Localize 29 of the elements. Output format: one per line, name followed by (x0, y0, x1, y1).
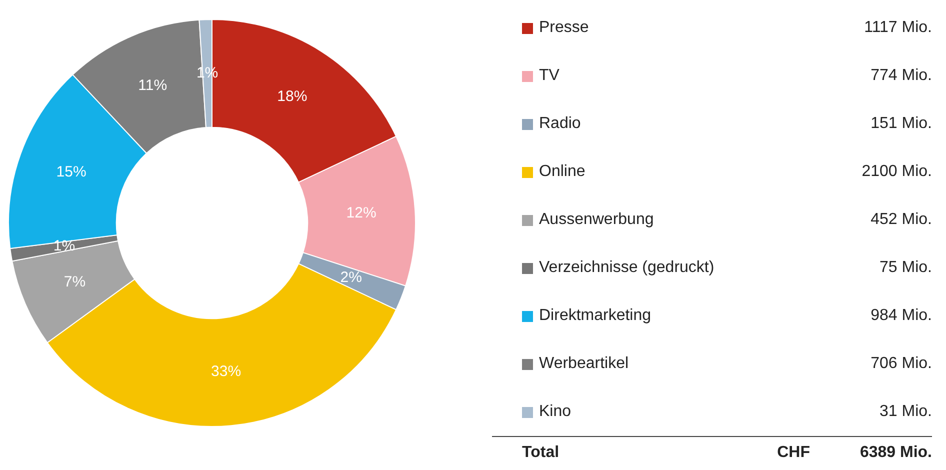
text: 1117 Mio. (864, 19, 932, 36)
data-label: 7% (64, 274, 86, 291)
data-label: 33% (211, 363, 242, 380)
text: 452 Mio. (870, 211, 932, 228)
text: 6389 Mio. (860, 444, 932, 462)
legend-label: Werbeartikel (539, 355, 630, 373)
data-label: 18% (277, 88, 308, 105)
data-label: 15% (56, 163, 86, 180)
legend-label: Verzeichnisse (gedruckt) (539, 259, 716, 277)
text: 984 Mio. (870, 307, 932, 324)
text: 2100 Mio. (862, 163, 932, 180)
legend-label: TV (539, 67, 560, 85)
legend-label: Aussenwerbung (539, 211, 655, 229)
legend-label: Online (539, 163, 586, 181)
legend-label: Direktmarketing (539, 307, 652, 325)
text: 75 Mio. (880, 259, 932, 276)
legend-label: Radio (539, 115, 582, 133)
data-label: 11% (138, 76, 168, 94)
text: 774 Mio. (870, 67, 932, 84)
text: Total (522, 444, 560, 462)
legend-label: Kino (539, 403, 572, 421)
data-label: 2% (340, 269, 362, 286)
text: 31 Mio. (880, 403, 932, 420)
text: 706 Mio. (870, 355, 932, 372)
data-label: 1% (196, 64, 218, 82)
data-label: 12% (346, 204, 376, 222)
text: CHF (776, 444, 810, 462)
legend-label: Presse (539, 19, 590, 37)
text: 151 Mio. (870, 115, 932, 132)
